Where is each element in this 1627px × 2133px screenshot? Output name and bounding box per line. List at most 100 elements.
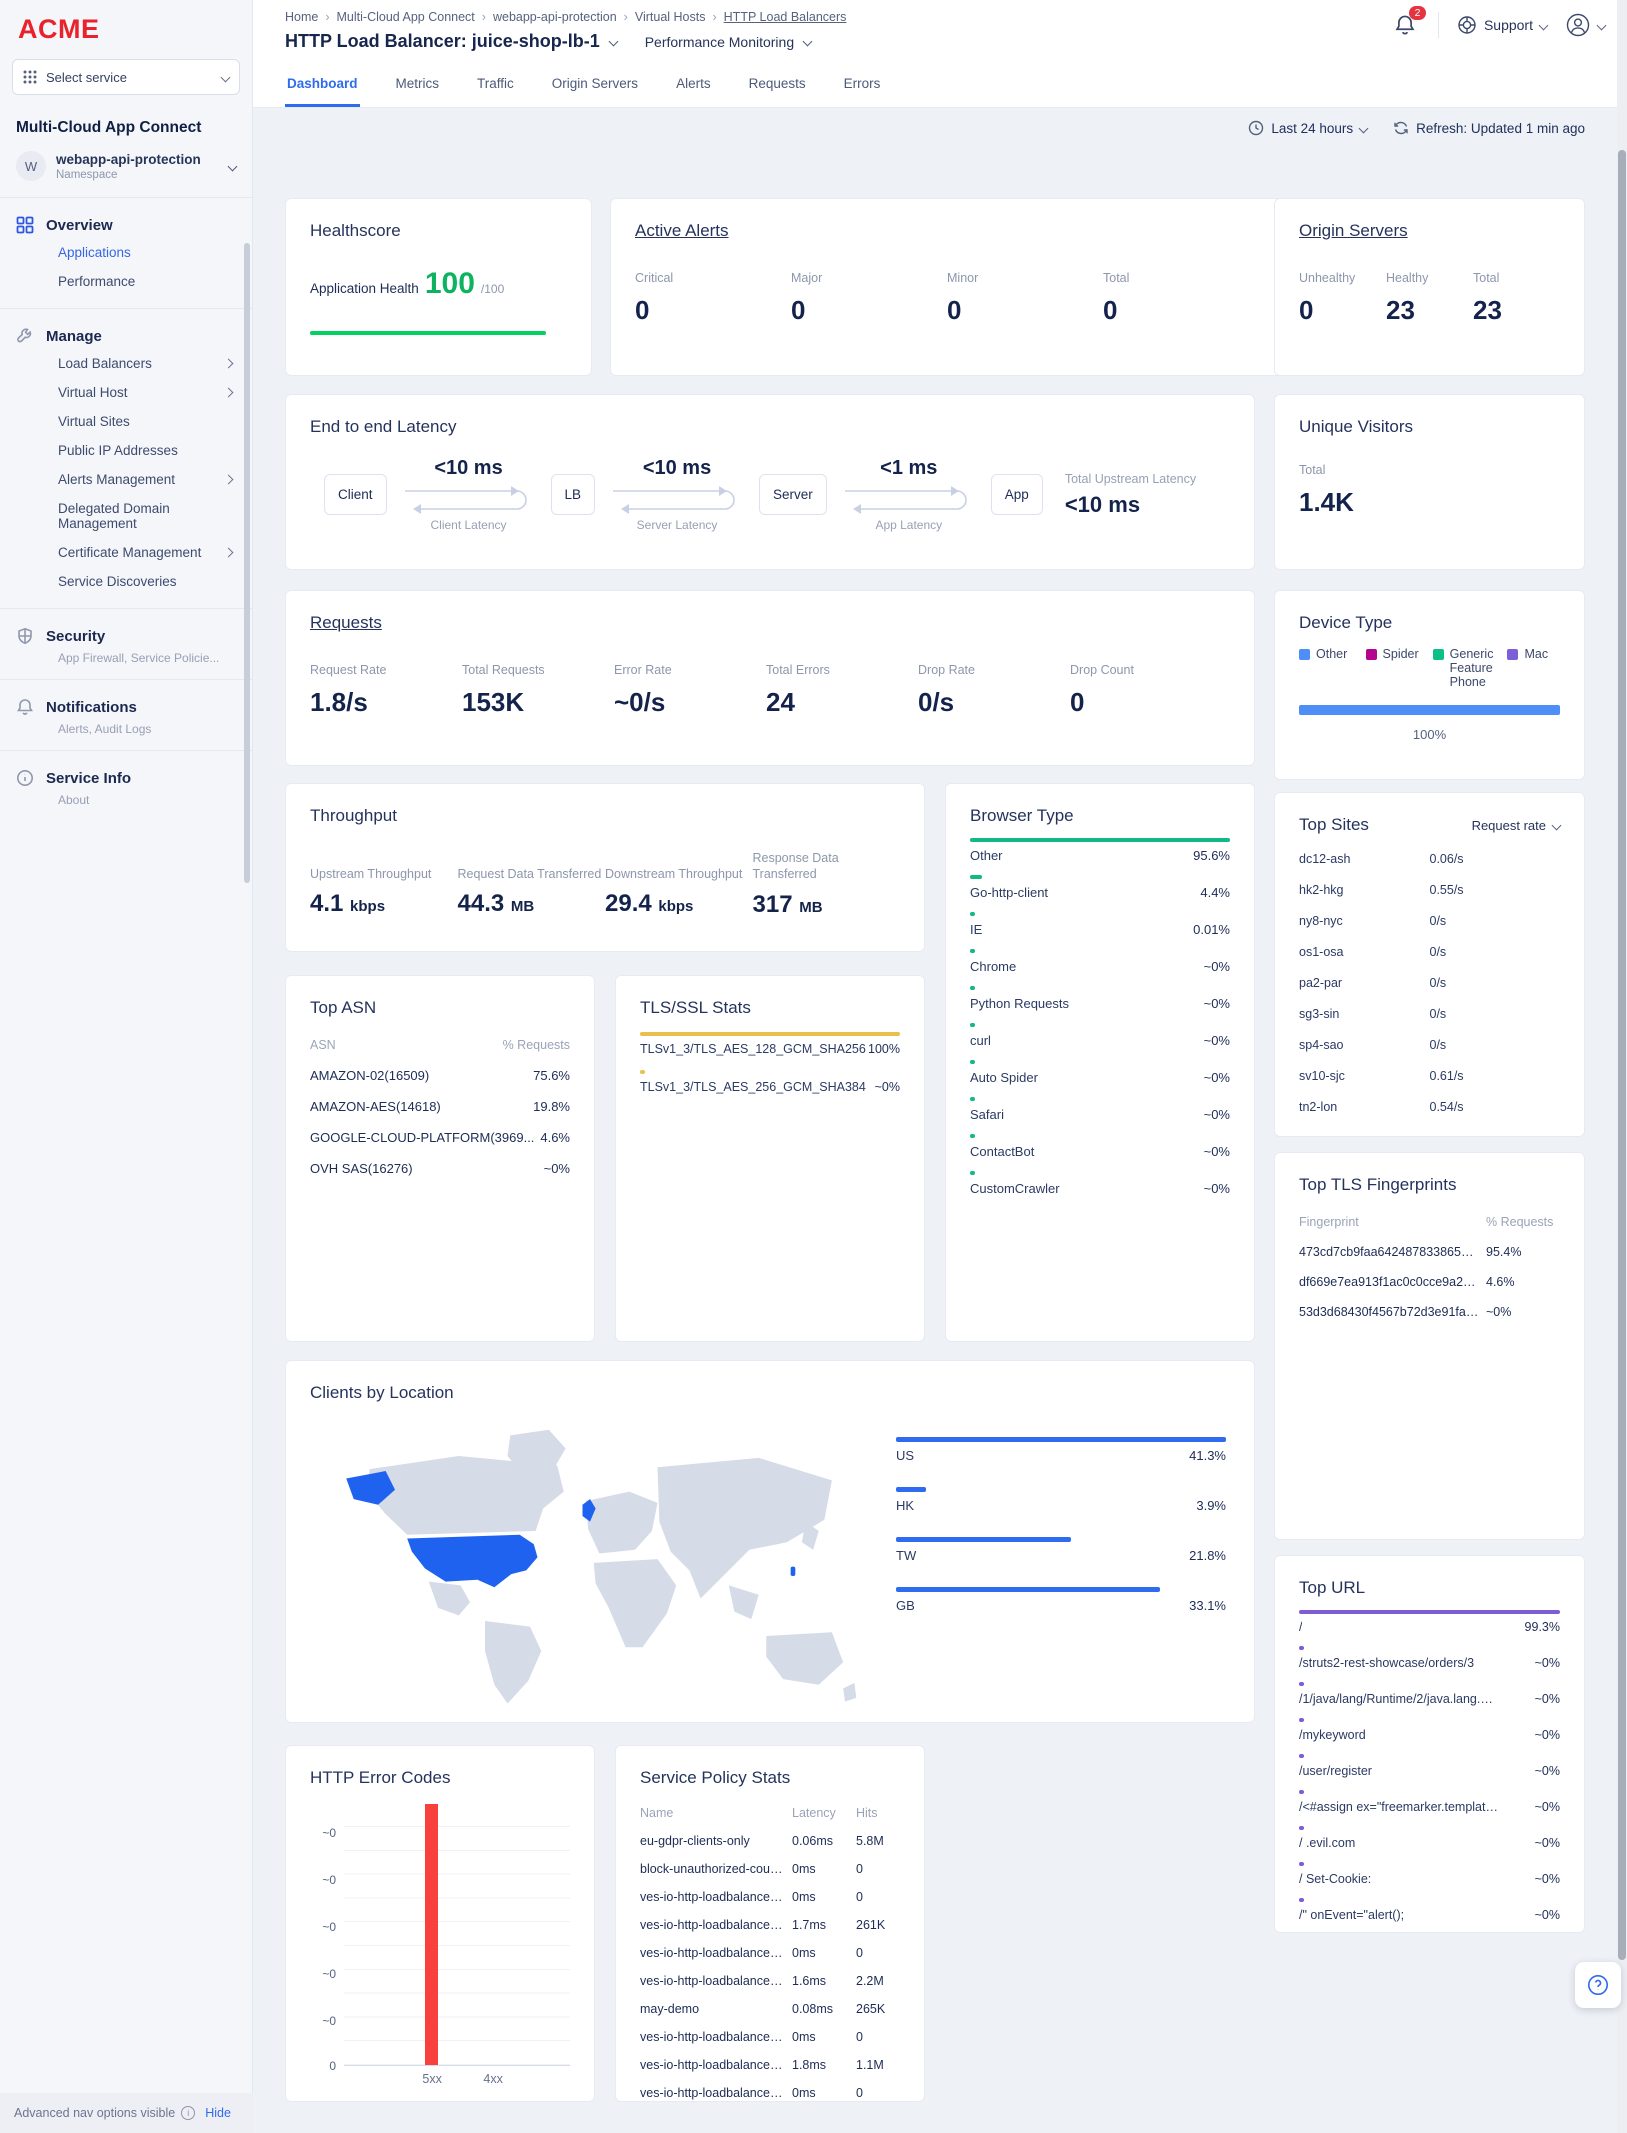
chevron-down-icon[interactable] [608,36,619,47]
time-range-label: Last 24 hours [1271,120,1354,136]
select-service-dropdown[interactable]: Select service [12,59,240,95]
site-row: tn2-lon 0.54/s [1299,1100,1560,1114]
metric-value: 1.4K [1299,487,1354,517]
card-title: End to end Latency [310,417,457,436]
metric-label: Request Rate [310,663,387,677]
tls-bar [640,1032,900,1036]
url-pct: 99.3% [1524,1620,1560,1634]
policy-name: ves-io-http-loadbalancer-rate-li... [640,1918,784,1932]
request-metric: Total Requests 153K [462,663,614,718]
support-menu[interactable]: Support [1457,15,1549,35]
policy-hits: 0 [856,1946,863,1960]
metric-value: 0 [1103,295,1118,325]
breadcrumb-item[interactable]: Virtual Hosts [635,10,717,24]
chevron-down-icon [1538,20,1549,30]
nav-head-overview[interactable]: Overview [14,212,238,238]
tab[interactable]: Traffic [475,64,516,107]
breadcrumb-item[interactable]: Multi-Cloud App Connect [337,10,486,24]
active-alerts-link[interactable]: Active Alerts [635,221,729,240]
fingerprint-pct: 4.6% [1486,1275,1515,1289]
metric-value: 0 [1299,295,1314,325]
tab[interactable]: Metrics [394,64,442,107]
notifications-bell[interactable]: 2 [1390,6,1426,40]
sidebar-nav-item[interactable]: Certificate Management [14,538,238,567]
location-bar [896,1537,1071,1542]
metric-value: 153K [462,687,525,717]
site-rate: 0/s [1429,1038,1447,1052]
metric-value: 44.3 [457,890,505,917]
requests-link[interactable]: Requests [310,613,382,632]
browser-row: Go-http-client 4.4% [970,875,1230,900]
refresh-button[interactable]: Refresh: Updated 1 min ago [1393,120,1585,136]
sidebar-nav-item[interactable]: Public IP Addresses [14,436,238,465]
breadcrumb-item[interactable]: HTTP Load Balancers [723,10,847,24]
tab[interactable]: Origin Servers [550,64,640,107]
info-icon [17,770,33,786]
metric-label: Drop Rate [918,663,975,677]
origin-servers-link[interactable]: Origin Servers [1299,221,1408,240]
fingerprint-value: df669e7ea913f1ac0c0cce9a201a2... [1299,1275,1480,1289]
sidebar-nav-item[interactable]: Virtual Host [14,378,238,407]
sidebar-nav-item[interactable]: Service Discoveries [14,567,238,596]
tab[interactable]: Dashboard [285,64,360,107]
metric-unit: MB [799,898,823,916]
fingerprint-row: 53d3d68430f4567b72d3e91fa8ce... ~0% [1299,1305,1560,1319]
namespace-selector[interactable]: W webapp-api-protection Namespace [0,147,252,198]
tab-label: Alerts [676,76,711,91]
url-path: /user/register [1299,1764,1372,1778]
chevron-down-icon[interactable] [802,36,813,47]
sidebar-nav-item[interactable]: Delegated Domain Management [14,494,238,538]
browser-name: curl [970,1033,991,1048]
monitoring-mode-select[interactable]: Performance Monitoring [644,33,795,50]
sidebar-nav-item[interactable]: Load Balancers [14,349,238,378]
sidebar-scrollbar[interactable] [244,243,250,883]
namespace-avatar: W [16,151,46,181]
site-row: os1-osa 0/s [1299,945,1560,959]
policy-hits: 265K [856,2002,886,2016]
help-button[interactable] [1575,1962,1621,2008]
breadcrumb-item[interactable]: Home [285,10,330,24]
hide-nav-link[interactable]: Hide [205,2106,231,2120]
top-asn-card: Top ASN ASN % Requests AMAZON-02(16509) [285,975,595,1342]
unique-visitors-card: Unique Visitors Total 1.4K [1274,394,1585,570]
tab[interactable]: Requests [747,64,808,107]
nav-head-security[interactable]: Security [14,623,238,649]
nav-head-notifications[interactable]: Notifications [14,694,238,720]
site-row: sv10-sjc 0.61/s [1299,1069,1560,1083]
account-menu[interactable] [1565,12,1607,38]
browser-pct: 0.01% [1193,922,1230,937]
browser-pct: ~0% [1203,1144,1230,1159]
metric-value: 0 [1070,687,1085,717]
time-range-select[interactable]: Last 24 hours [1248,120,1369,136]
metric-label: Total Errors [766,663,830,677]
metric-value: 23 [1473,295,1502,325]
latency-hop: <1 ms App Latency [833,457,985,532]
breadcrumb-item[interactable]: webapp-api-protection [493,10,628,24]
nav-head-manage[interactable]: Manage [14,323,238,349]
top-header: Home Multi-Cloud App Connect webapp-api-pr… [253,0,1627,64]
top-sites-sort-select[interactable]: Request rate [1472,818,1562,833]
tab[interactable]: Errors [842,64,883,107]
column-header: Hits [856,1806,878,1820]
origin-servers-card: Origin Servers Unhealthy 0 Healthy 23 To… [1274,198,1585,376]
url-pct: ~0% [1534,1728,1560,1742]
card-title: TLS/SSL Stats [640,998,751,1017]
healthscore-label: Application Health [310,281,419,296]
browser-bar [970,1171,975,1175]
lifebuoy-icon [1458,16,1476,34]
request-metric: Drop Count 0 [1070,663,1222,718]
browser-row: Safari ~0% [970,1097,1230,1122]
column-header: Fingerprint [1299,1215,1359,1229]
nav-head-service-info[interactable]: Service Info [14,765,238,791]
sidebar-nav-item[interactable]: Alerts Management [14,465,238,494]
url-pct: ~0% [1534,1656,1560,1670]
question-mark-icon [1588,1975,1608,1995]
policy-hits: 2.2M [856,1974,884,1988]
page-scrollbar-thumb[interactable] [1618,150,1626,1960]
tab[interactable]: Alerts [674,64,713,107]
sidebar-nav-item[interactable]: Virtual Sites [14,407,238,436]
sidebar-nav-item[interactable]: Applications [14,238,238,267]
browser-name: IE [970,922,983,937]
sidebar-nav-item[interactable]: Performance [14,267,238,296]
metric-value: 29.4 [605,890,652,917]
